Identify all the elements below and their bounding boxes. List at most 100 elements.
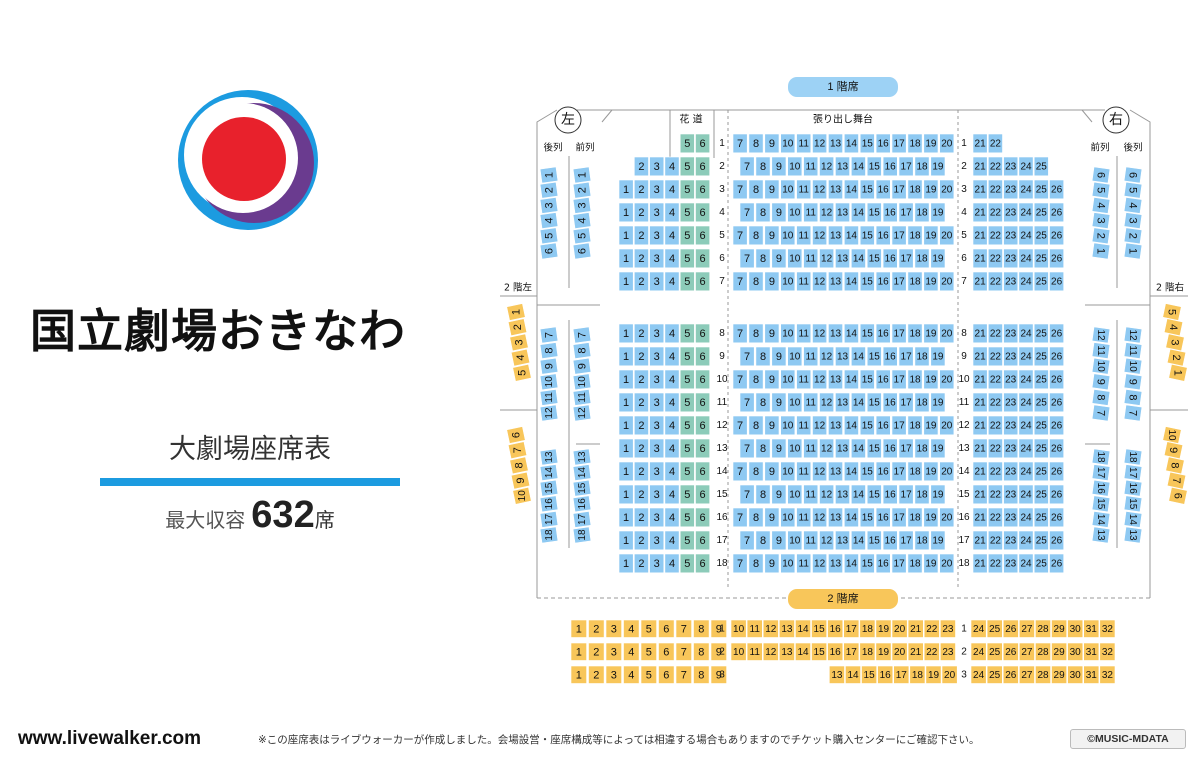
seat[interactable]: 26 [1049,530,1064,551]
seat[interactable]: 8 [1123,389,1143,406]
seat[interactable]: 5 [1091,181,1111,199]
seat[interactable]: 18 [907,461,923,482]
seat[interactable]: 6 [539,242,559,260]
seat[interactable]: 18 [572,526,592,544]
seat[interactable]: 6 [695,415,710,436]
seat[interactable]: 21 [972,156,988,177]
seat[interactable]: 8 [1165,456,1185,475]
seat[interactable]: 27 [1018,665,1035,684]
seat[interactable]: 26 [1049,438,1064,459]
seat[interactable]: 8 [748,461,764,482]
seat[interactable]: 26 [1049,507,1064,528]
seat[interactable]: 9 [764,507,780,528]
seat[interactable]: 5 [539,227,559,245]
seat[interactable]: 10 [780,323,796,344]
seat[interactable]: 23 [939,619,956,638]
seat[interactable]: 13 [1123,526,1143,544]
seat[interactable]: 25 [1033,507,1049,528]
seat[interactable]: 25 [1033,346,1049,367]
seat[interactable]: 10 [780,179,796,200]
seat[interactable]: 20 [891,642,908,661]
seat[interactable]: 19 [930,392,946,413]
seat[interactable]: 3 [649,484,665,505]
seat[interactable]: 7 [739,248,755,269]
seat[interactable]: 15 [1091,495,1111,513]
seat[interactable]: 19 [930,156,946,177]
seat[interactable]: 21 [907,619,924,638]
seat[interactable]: 2 [1091,227,1111,245]
seat[interactable]: 11 [539,389,559,406]
seat[interactable]: 5 [679,553,695,574]
seat[interactable]: 10 [787,248,803,269]
seat[interactable]: 5 [640,619,657,638]
seat[interactable]: 5 [679,415,695,436]
seat[interactable]: 4 [664,156,680,177]
seat[interactable]: 13 [828,225,843,246]
seat[interactable]: 8 [693,642,710,661]
seat[interactable]: 7 [732,271,748,292]
seat[interactable]: 17 [891,271,907,292]
seat[interactable]: 4 [623,642,640,661]
seat[interactable]: 18 [907,225,923,246]
seat[interactable]: 19 [923,553,939,574]
seat[interactable]: 17 [898,438,914,459]
seat[interactable]: 16 [875,225,891,246]
seat[interactable]: 4 [1163,318,1184,337]
seat[interactable]: 9 [764,133,780,154]
seat[interactable]: 23 [939,642,956,661]
seat[interactable]: 18 [859,642,876,661]
seat[interactable]: 3 [605,665,622,684]
seat[interactable]: 7 [675,665,692,684]
seat[interactable]: 19 [923,507,939,528]
seat[interactable]: 8 [755,484,771,505]
seat[interactable]: 25 [1033,438,1049,459]
seat[interactable]: 22 [987,415,1003,436]
seat[interactable]: 26 [1049,369,1064,390]
seat[interactable]: 5 [679,225,695,246]
seat[interactable]: 1 [618,484,634,505]
seat[interactable]: 26 [1049,392,1064,413]
seat[interactable]: 3 [1165,333,1185,352]
seat[interactable]: 23 [1003,369,1019,390]
seat[interactable]: 11 [803,484,819,505]
seat[interactable]: 19 [930,248,946,269]
seat[interactable]: 11 [796,369,812,390]
seat[interactable]: 19 [923,271,939,292]
seat[interactable]: 14 [850,248,866,269]
seat[interactable]: 13 [778,619,795,638]
seat[interactable]: 12 [819,530,834,551]
seat[interactable]: 9 [710,665,727,684]
seat[interactable]: 3 [605,619,622,638]
seat[interactable]: 30 [1067,665,1084,684]
seat[interactable]: 25 [1033,156,1049,177]
seat[interactable]: 17 [898,530,914,551]
seat[interactable]: 19 [923,133,939,154]
seat[interactable]: 21 [972,346,988,367]
seat[interactable]: 8 [748,507,764,528]
seat[interactable]: 5 [679,530,695,551]
seat[interactable]: 3 [649,553,665,574]
seat[interactable]: 14 [539,464,559,481]
seat[interactable]: 16 [827,619,844,638]
seat[interactable]: 12 [812,415,827,436]
seat[interactable]: 16 [875,507,891,528]
seat[interactable]: 1 [618,507,634,528]
seat[interactable]: 16 [882,392,898,413]
seat[interactable]: 6 [658,665,675,684]
seat[interactable]: 7 [732,415,748,436]
seat[interactable]: 25 [1033,202,1049,223]
seat[interactable]: 15 [866,530,882,551]
seat[interactable]: 9 [710,619,727,638]
seat[interactable]: 13 [835,438,850,459]
seat[interactable]: 7 [1123,404,1143,422]
seat[interactable]: 8 [748,271,764,292]
seat[interactable]: 11 [796,225,812,246]
seat[interactable]: 13 [828,179,843,200]
seat[interactable]: 11 [803,530,819,551]
seat[interactable]: 5 [679,507,695,528]
seat[interactable]: 4 [623,619,640,638]
seat[interactable]: 15 [866,438,882,459]
seat[interactable]: 10 [780,461,796,482]
seat[interactable]: 13 [835,156,850,177]
seat[interactable]: 21 [972,323,988,344]
